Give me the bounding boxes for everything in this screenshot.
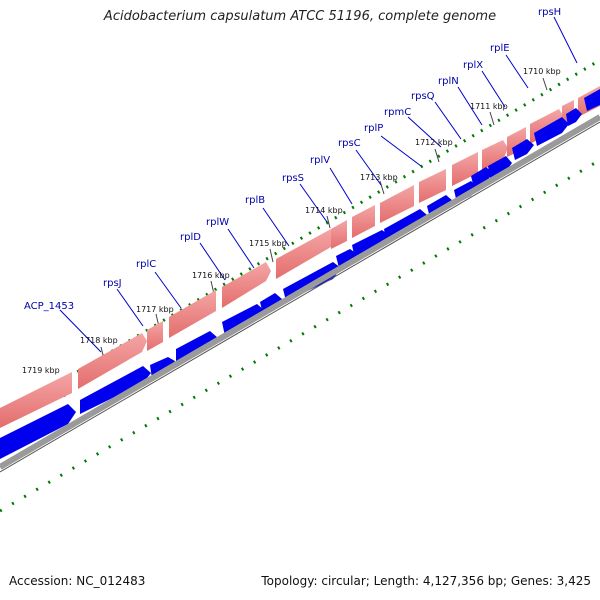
gene-label-rplc: rplC — [136, 259, 156, 270]
gene-label-rpsq: rpsQ — [411, 91, 435, 102]
tick-label-1712: 1712 kbp — [415, 138, 453, 147]
gene-label-rplp: rplP — [364, 123, 383, 134]
gene-label-rpmc: rpmC — [384, 107, 411, 118]
tick-label-1719: 1719 kbp — [22, 366, 60, 375]
tick-label-1710: 1710 kbp — [523, 67, 561, 76]
tick-label-1714: 1714 kbp — [305, 206, 343, 215]
tick-label-1715: 1715 kbp — [249, 239, 287, 248]
tick-labels: 1719 kbp 1718 kbp 1717 kbp 1716 kbp 1715… — [22, 67, 561, 375]
tick-label-1713: 1713 kbp — [360, 173, 398, 182]
outer-cds-track — [0, 86, 600, 428]
gene-label-acp-1453: ACP_1453 — [24, 301, 74, 312]
gene-leader-lines — [59, 16, 578, 353]
gene-label-rpld: rplD — [180, 232, 201, 243]
tick-label-1718: 1718 kbp — [80, 336, 118, 345]
gene-label-rplb: rplB — [245, 195, 265, 206]
tick-label-1716: 1716 kbp — [192, 271, 230, 280]
gene-label-rpsh: rpsH — [538, 7, 561, 18]
accession-label: Accession: NC_012483 — [9, 574, 146, 588]
tick-label-1717: 1717 kbp — [136, 305, 174, 314]
gene-label-rple: rplE — [490, 43, 510, 54]
topology-summary: Topology: circular; Length: 4,127,356 bp… — [261, 574, 591, 588]
gene-label-rpsj: rpsJ — [103, 278, 122, 289]
gene-label-rplw: rplW — [206, 217, 229, 228]
gene-label-rpsc: rpsC — [338, 138, 361, 149]
map-title: Acidobacterium capsulatum ATCC 51196, co… — [103, 9, 497, 24]
gene-label-rpln: rplN — [438, 76, 459, 87]
gene-labels: ACP_1453 rpsJ rplC rplD rplW rplB rpsS r… — [24, 7, 561, 312]
gene-label-rplx: rplX — [463, 60, 483, 71]
tick-label-1711: 1711 kbp — [470, 102, 508, 111]
gene-label-rplv: rplV — [310, 155, 330, 166]
gene-label-rpss: rpsS — [282, 173, 304, 184]
